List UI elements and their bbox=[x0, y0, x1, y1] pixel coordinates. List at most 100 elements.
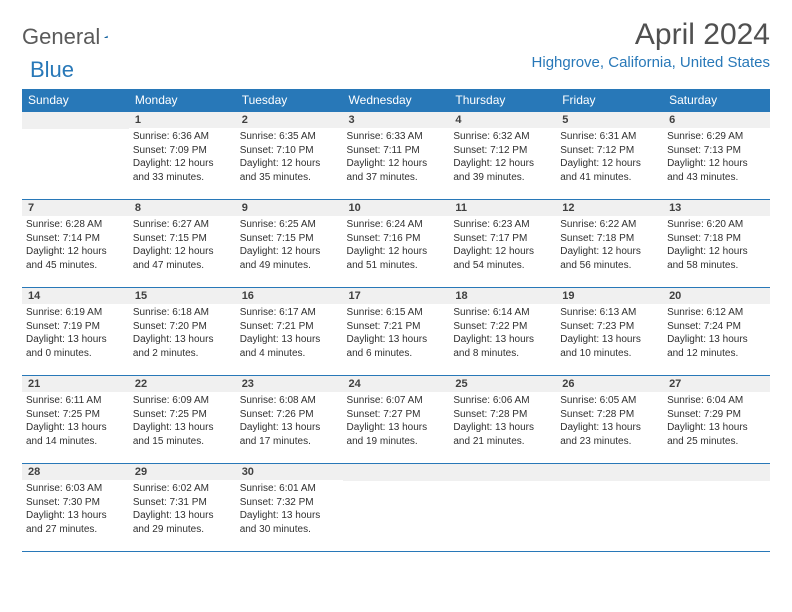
calendar-cell: 13Sunrise: 6:20 AMSunset: 7:18 PMDayligh… bbox=[663, 200, 770, 288]
day-detail: Sunrise: 6:23 AMSunset: 7:17 PMDaylight:… bbox=[449, 216, 556, 272]
day-number: 5 bbox=[556, 112, 663, 128]
day-number: 28 bbox=[22, 464, 129, 480]
calendar-cell bbox=[22, 112, 129, 200]
day-number: 3 bbox=[343, 112, 450, 128]
calendar-cell: 14Sunrise: 6:19 AMSunset: 7:19 PMDayligh… bbox=[22, 288, 129, 376]
calendar-cell: 4Sunrise: 6:32 AMSunset: 7:12 PMDaylight… bbox=[449, 112, 556, 200]
calendar-week-row: 28Sunrise: 6:03 AMSunset: 7:30 PMDayligh… bbox=[22, 464, 770, 552]
day-number: 11 bbox=[449, 200, 556, 216]
calendar-cell: 1Sunrise: 6:36 AMSunset: 7:09 PMDaylight… bbox=[129, 112, 236, 200]
calendar-cell bbox=[663, 464, 770, 552]
day-detail: Sunrise: 6:36 AMSunset: 7:09 PMDaylight:… bbox=[129, 128, 236, 184]
day-detail: Sunrise: 6:08 AMSunset: 7:26 PMDaylight:… bbox=[236, 392, 343, 448]
day-number: 26 bbox=[556, 376, 663, 392]
calendar-cell: 8Sunrise: 6:27 AMSunset: 7:15 PMDaylight… bbox=[129, 200, 236, 288]
day-detail: Sunrise: 6:25 AMSunset: 7:15 PMDaylight:… bbox=[236, 216, 343, 272]
calendar-week-row: 1Sunrise: 6:36 AMSunset: 7:09 PMDaylight… bbox=[22, 112, 770, 200]
day-header: Monday bbox=[129, 89, 236, 112]
logo-word2: Blue bbox=[30, 57, 74, 83]
day-detail: Sunrise: 6:29 AMSunset: 7:13 PMDaylight:… bbox=[663, 128, 770, 184]
day-number: 19 bbox=[556, 288, 663, 304]
day-number: 24 bbox=[343, 376, 450, 392]
day-number: 9 bbox=[236, 200, 343, 216]
day-number: 27 bbox=[663, 376, 770, 392]
logo: General bbox=[22, 18, 128, 50]
calendar-cell: 9Sunrise: 6:25 AMSunset: 7:15 PMDaylight… bbox=[236, 200, 343, 288]
day-detail: Sunrise: 6:24 AMSunset: 7:16 PMDaylight:… bbox=[343, 216, 450, 272]
calendar-week-row: 14Sunrise: 6:19 AMSunset: 7:19 PMDayligh… bbox=[22, 288, 770, 376]
calendar-cell: 3Sunrise: 6:33 AMSunset: 7:11 PMDaylight… bbox=[343, 112, 450, 200]
calendar-cell: 22Sunrise: 6:09 AMSunset: 7:25 PMDayligh… bbox=[129, 376, 236, 464]
day-detail: Sunrise: 6:04 AMSunset: 7:29 PMDaylight:… bbox=[663, 392, 770, 448]
calendar-cell: 2Sunrise: 6:35 AMSunset: 7:10 PMDaylight… bbox=[236, 112, 343, 200]
calendar-cell: 30Sunrise: 6:01 AMSunset: 7:32 PMDayligh… bbox=[236, 464, 343, 552]
day-number-band bbox=[556, 464, 663, 481]
calendar-cell: 11Sunrise: 6:23 AMSunset: 7:17 PMDayligh… bbox=[449, 200, 556, 288]
day-header: Friday bbox=[556, 89, 663, 112]
calendar-cell: 20Sunrise: 6:12 AMSunset: 7:24 PMDayligh… bbox=[663, 288, 770, 376]
day-number: 23 bbox=[236, 376, 343, 392]
day-header: Tuesday bbox=[236, 89, 343, 112]
calendar-cell: 21Sunrise: 6:11 AMSunset: 7:25 PMDayligh… bbox=[22, 376, 129, 464]
day-number: 22 bbox=[129, 376, 236, 392]
day-detail: Sunrise: 6:05 AMSunset: 7:28 PMDaylight:… bbox=[556, 392, 663, 448]
day-detail: Sunrise: 6:13 AMSunset: 7:23 PMDaylight:… bbox=[556, 304, 663, 360]
day-detail: Sunrise: 6:35 AMSunset: 7:10 PMDaylight:… bbox=[236, 128, 343, 184]
day-number: 18 bbox=[449, 288, 556, 304]
calendar-cell: 6Sunrise: 6:29 AMSunset: 7:13 PMDaylight… bbox=[663, 112, 770, 200]
day-detail: Sunrise: 6:28 AMSunset: 7:14 PMDaylight:… bbox=[22, 216, 129, 272]
logo-triangle-icon bbox=[104, 29, 108, 45]
day-detail: Sunrise: 6:03 AMSunset: 7:30 PMDaylight:… bbox=[22, 480, 129, 536]
day-number: 30 bbox=[236, 464, 343, 480]
day-number: 2 bbox=[236, 112, 343, 128]
day-detail: Sunrise: 6:14 AMSunset: 7:22 PMDaylight:… bbox=[449, 304, 556, 360]
day-number-band bbox=[22, 112, 129, 129]
calendar-cell: 28Sunrise: 6:03 AMSunset: 7:30 PMDayligh… bbox=[22, 464, 129, 552]
day-number: 21 bbox=[22, 376, 129, 392]
day-number-band bbox=[449, 464, 556, 481]
day-detail: Sunrise: 6:01 AMSunset: 7:32 PMDaylight:… bbox=[236, 480, 343, 536]
calendar-cell: 27Sunrise: 6:04 AMSunset: 7:29 PMDayligh… bbox=[663, 376, 770, 464]
calendar-cell: 26Sunrise: 6:05 AMSunset: 7:28 PMDayligh… bbox=[556, 376, 663, 464]
day-number: 7 bbox=[22, 200, 129, 216]
calendar-cell: 17Sunrise: 6:15 AMSunset: 7:21 PMDayligh… bbox=[343, 288, 450, 376]
day-number: 6 bbox=[663, 112, 770, 128]
day-number-band bbox=[663, 464, 770, 481]
calendar-cell bbox=[449, 464, 556, 552]
logo-word1: General bbox=[22, 24, 100, 50]
day-detail: Sunrise: 6:17 AMSunset: 7:21 PMDaylight:… bbox=[236, 304, 343, 360]
location-subtitle: Highgrove, California, United States bbox=[532, 54, 770, 71]
calendar-cell: 29Sunrise: 6:02 AMSunset: 7:31 PMDayligh… bbox=[129, 464, 236, 552]
calendar-cell: 23Sunrise: 6:08 AMSunset: 7:26 PMDayligh… bbox=[236, 376, 343, 464]
day-number-band bbox=[343, 464, 450, 481]
day-number: 4 bbox=[449, 112, 556, 128]
day-detail: Sunrise: 6:33 AMSunset: 7:11 PMDaylight:… bbox=[343, 128, 450, 184]
day-header: Saturday bbox=[663, 89, 770, 112]
calendar-cell: 16Sunrise: 6:17 AMSunset: 7:21 PMDayligh… bbox=[236, 288, 343, 376]
day-number: 15 bbox=[129, 288, 236, 304]
day-number: 16 bbox=[236, 288, 343, 304]
day-detail: Sunrise: 6:12 AMSunset: 7:24 PMDaylight:… bbox=[663, 304, 770, 360]
day-number: 1 bbox=[129, 112, 236, 128]
day-number: 29 bbox=[129, 464, 236, 480]
calendar-cell: 7Sunrise: 6:28 AMSunset: 7:14 PMDaylight… bbox=[22, 200, 129, 288]
day-number: 14 bbox=[22, 288, 129, 304]
day-header-row: Sunday Monday Tuesday Wednesday Thursday… bbox=[22, 89, 770, 112]
calendar-cell: 24Sunrise: 6:07 AMSunset: 7:27 PMDayligh… bbox=[343, 376, 450, 464]
day-number: 25 bbox=[449, 376, 556, 392]
calendar-week-row: 21Sunrise: 6:11 AMSunset: 7:25 PMDayligh… bbox=[22, 376, 770, 464]
title-block: April 2024 Highgrove, California, United… bbox=[532, 18, 770, 71]
day-detail: Sunrise: 6:09 AMSunset: 7:25 PMDaylight:… bbox=[129, 392, 236, 448]
calendar-cell: 5Sunrise: 6:31 AMSunset: 7:12 PMDaylight… bbox=[556, 112, 663, 200]
day-number: 17 bbox=[343, 288, 450, 304]
day-detail: Sunrise: 6:02 AMSunset: 7:31 PMDaylight:… bbox=[129, 480, 236, 536]
day-detail: Sunrise: 6:20 AMSunset: 7:18 PMDaylight:… bbox=[663, 216, 770, 272]
calendar-cell: 18Sunrise: 6:14 AMSunset: 7:22 PMDayligh… bbox=[449, 288, 556, 376]
calendar-table: Sunday Monday Tuesday Wednesday Thursday… bbox=[22, 89, 770, 552]
day-header: Thursday bbox=[449, 89, 556, 112]
day-number: 12 bbox=[556, 200, 663, 216]
calendar-cell: 15Sunrise: 6:18 AMSunset: 7:20 PMDayligh… bbox=[129, 288, 236, 376]
calendar-cell: 19Sunrise: 6:13 AMSunset: 7:23 PMDayligh… bbox=[556, 288, 663, 376]
calendar-cell bbox=[556, 464, 663, 552]
day-header: Wednesday bbox=[343, 89, 450, 112]
